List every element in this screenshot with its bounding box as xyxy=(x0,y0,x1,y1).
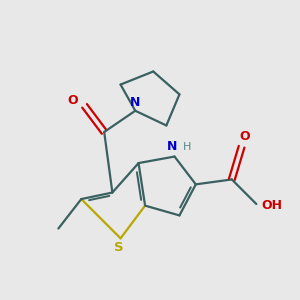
Text: H: H xyxy=(183,142,191,152)
Text: N: N xyxy=(167,140,177,153)
Text: O: O xyxy=(240,130,250,143)
Text: N: N xyxy=(130,96,140,109)
Text: S: S xyxy=(114,241,124,254)
Text: O: O xyxy=(68,94,78,107)
Text: OH: OH xyxy=(262,199,283,212)
